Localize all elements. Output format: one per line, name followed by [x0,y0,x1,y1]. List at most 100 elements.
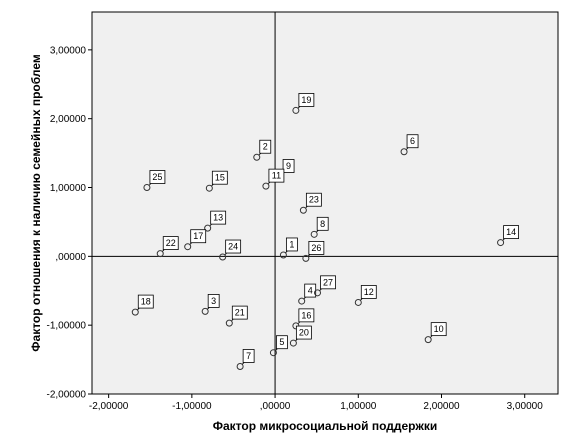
point-label-box [316,216,329,231]
point-label-box [308,241,325,255]
data-point [269,349,277,357]
point-label: 1 [289,239,294,249]
data-point [156,250,164,258]
y-tick-label: ,00000 [55,252,86,263]
x-tick-label: -1,00000 [172,401,212,412]
data-point-group: 25 [143,170,166,192]
point-label: 18 [141,297,151,307]
data-point-group: 5 [269,335,288,357]
point-label: 21 [235,308,245,318]
plot-area [91,11,559,395]
x-axis-ticks: -2,00000 -1,00000 ,00000 1,00000 2,00000 3,00… [89,394,543,412]
point-label-box [268,168,285,183]
point-label-box [320,275,336,290]
data-point-group: 8 [310,216,329,238]
point-label: 11 [272,171,281,181]
data-point-group: 12 [354,285,377,306]
point-label: 14 [506,227,516,237]
point-label: 15 [215,173,225,183]
point-label: 2 [263,142,268,152]
point-label: 5 [279,337,284,347]
data-point [424,336,432,344]
point-label-box [225,239,242,254]
point-label-box [406,134,419,149]
point-label: 3 [211,296,216,306]
data-point-group: 6 [400,134,419,156]
point-label: 13 [213,213,223,223]
y-tick-label: 2,00000 [50,114,87,125]
y-tick-label: 1,00000 [50,183,87,194]
data-point-group: 2 [253,139,272,161]
data-point-group: 14 [497,225,519,247]
point-label-box [259,139,272,154]
data-point-group: 3 [201,294,220,315]
point-label-box [298,308,315,323]
point-label: 25 [152,172,162,182]
y-axis-ticks: -2,00000 -1,00000 ,00000 1,00000 2,00000 3,00… [47,45,92,401]
data-point-group: 11 [262,168,285,190]
point-label: 16 [301,310,311,320]
point-label: 23 [309,195,319,205]
data-point [184,243,192,251]
point-label-box [430,322,447,337]
data-point [354,298,362,306]
point-label-box [162,236,179,250]
point-label: 10 [434,324,444,334]
point-label: 12 [364,287,374,297]
y-tick-label: -2,00000 [47,390,87,401]
data-point [292,106,300,114]
point-label-box [285,237,298,252]
y-axis-title: Фактор отношения к наличию семейных проб… [29,54,43,352]
data-point-group: 18 [131,294,154,316]
point-label-box [503,225,519,239]
data-point-group: 24 [219,239,242,261]
y-tick-label: 3,00000 [50,45,87,56]
y-tick-label: -1,00000 [47,321,87,332]
point-label: 7 [246,351,251,361]
point-label: 22 [166,238,176,248]
point-label-box [242,349,255,363]
point-label-box [305,192,322,207]
data-point [205,184,213,192]
point-label: 24 [228,242,238,252]
data-point-group: 1 [279,237,298,259]
data-point [219,253,227,261]
data-point [204,224,212,232]
point-label-box [190,229,207,244]
data-point [298,297,306,305]
data-point [289,339,297,347]
point-label: 6 [410,136,415,146]
point-label: 9 [286,161,291,171]
x-tick-label: -2,00000 [89,401,129,412]
x-tick-label: 2,00000 [423,401,460,412]
data-point-group: 20 [289,325,312,347]
data-point-group: 13 [204,210,227,232]
data-point [302,254,310,262]
data-points: 1234567891011121314151617181920212223242… [131,93,519,370]
data-point [225,319,233,327]
data-point-group: 7 [236,349,255,370]
x-tick-label: 3,00000 [507,401,544,412]
point-label-box [276,335,288,350]
data-point-group: 22 [156,236,179,258]
x-tick-label: 1,00000 [340,401,377,412]
point-label-box [210,210,227,225]
point-label-box [295,325,312,340]
point-label-box [211,170,228,185]
point-label-box [207,294,220,308]
data-point [310,230,318,238]
data-point-group: 23 [299,192,322,214]
data-point-group: 26 [302,241,325,262]
data-point [400,148,408,156]
point-label: 26 [311,243,321,253]
point-label-box [298,93,315,107]
data-point [201,307,209,315]
point-label-box [149,170,166,184]
point-label-box [137,294,154,309]
point-label: 20 [299,328,309,338]
data-point-group: 21 [225,305,248,327]
reference-lines [92,12,558,394]
point-label: 4 [308,286,313,296]
data-point-group: 15 [205,170,228,192]
